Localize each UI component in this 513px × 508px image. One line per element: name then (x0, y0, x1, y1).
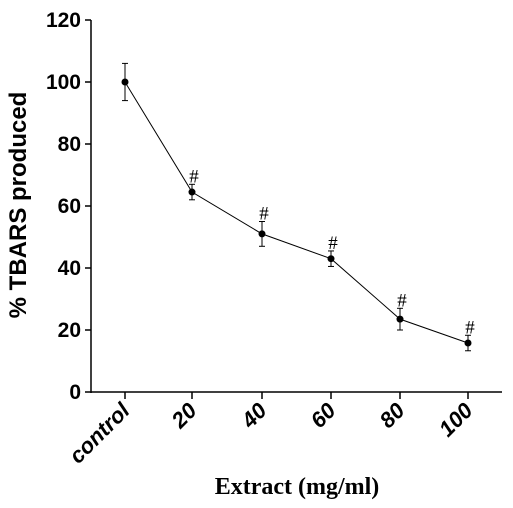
x-axis-label: Extract (mg/ml) (215, 474, 380, 500)
x-tick-label: 80 (375, 397, 411, 433)
significance-marker: # (259, 204, 269, 225)
y-tick-label: 0 (69, 381, 81, 404)
data-point (121, 78, 129, 86)
y-tick-label: 20 (58, 319, 81, 342)
data-point (396, 315, 404, 323)
y-tick-label: 40 (58, 257, 81, 280)
data-point (258, 230, 266, 238)
x-tick-label: 60 (306, 397, 342, 433)
x-tick-label: 100 (434, 397, 478, 441)
y-tick-label: 100 (46, 71, 81, 94)
significance-marker: # (189, 166, 199, 187)
data-point (327, 255, 335, 263)
data-point (464, 339, 472, 347)
y-tick-label: 120 (46, 9, 81, 32)
y-axis-label: % TBARS produced (5, 92, 32, 319)
x-axis-ticks: control 20 40 60 80 100 (64, 392, 478, 468)
y-axis-ticks: 0 20 40 60 80 100 120 (46, 9, 91, 404)
axes (90, 20, 502, 393)
significance-marker: # (328, 233, 338, 254)
significance-marker: # (397, 290, 407, 311)
data-series: # # # # # (121, 62, 475, 352)
x-tick-label: 40 (236, 397, 272, 433)
y-tick-label: 60 (58, 195, 81, 218)
significance-marker: # (465, 317, 475, 338)
x-tick-label: 20 (166, 397, 202, 433)
data-point (188, 188, 196, 196)
y-tick-label: 80 (58, 133, 81, 156)
series-line (124, 81, 469, 344)
x-tick-label: control (64, 397, 135, 468)
